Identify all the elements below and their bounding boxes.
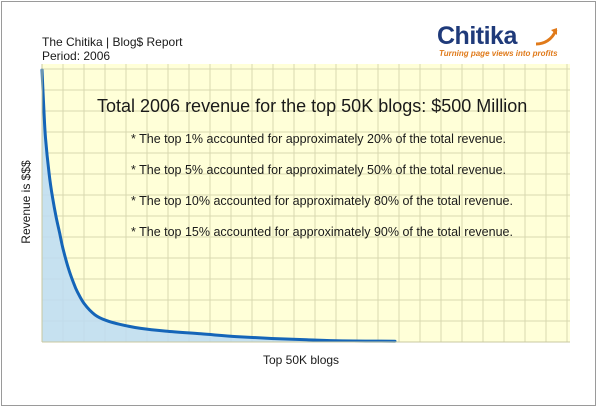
chart-title: Total 2006 revenue for the top 50K blogs… (97, 96, 528, 116)
annotation-top-15pct: * The top 15% accounted for approximatel… (131, 225, 513, 239)
report-header: The Chitika | Blog$ Report Period: 2006 (42, 35, 183, 63)
plot-background (42, 64, 570, 342)
y-axis-label: Revenue is $$$ (19, 160, 33, 244)
logo-wordmark: Chitika (437, 22, 517, 50)
report-period: Period: 2006 (42, 49, 111, 63)
annotation-top-10pct: * The top 10% accounted for approximatel… (131, 194, 513, 208)
annotation-top-1pct: * The top 1% accounted for approximately… (131, 132, 506, 146)
x-axis-label: Top 50K blogs (263, 353, 340, 367)
logo-swoosh-icon (535, 28, 558, 46)
revenue-curve-line (40, 68, 397, 343)
logo-tagline: Turning page views into profits (439, 49, 558, 58)
chitika-logo: Chitika Turning page views into profits (434, 22, 574, 60)
revenue-area-fill (42, 70, 395, 342)
annotation-top-5pct: * The top 5% accounted for approximately… (131, 163, 506, 177)
report-title: The Chitika | Blog$ Report (42, 35, 183, 49)
grid-lines (42, 64, 570, 342)
